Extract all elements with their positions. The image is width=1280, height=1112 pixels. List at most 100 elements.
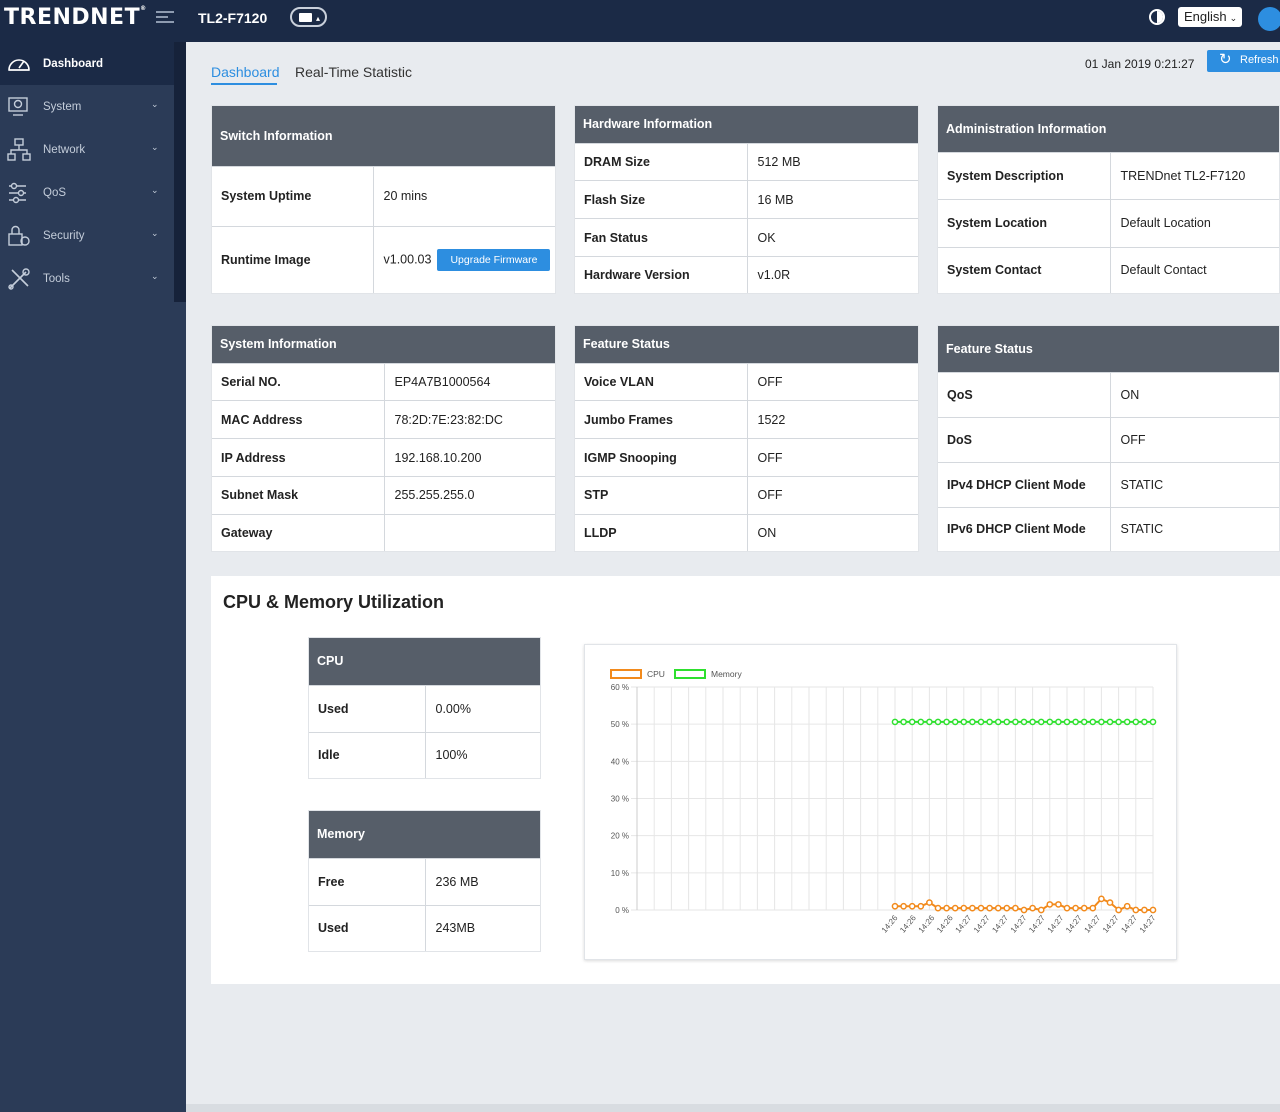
card-title: Feature Status: [575, 326, 918, 363]
hardware-row-label: DRAM Size: [575, 142, 747, 181]
data-point-memory: [969, 718, 976, 726]
tab-dashboard[interactable]: Dashboard: [211, 64, 280, 85]
utilization-section: CPU & Memory Utilization CPU Used 0.00% I…: [211, 576, 1280, 984]
data-point-cpu: [1072, 904, 1079, 912]
data-point-memory: [926, 718, 933, 726]
logo-text: TRENDNET: [4, 5, 141, 30]
feature-row-label: QoS: [938, 371, 1110, 418]
data-point-memory: [1046, 718, 1054, 726]
sidebar-scrollbar[interactable]: [174, 42, 186, 302]
data-point-memory: [1106, 718, 1114, 726]
hardware-row-label: Flash Size: [575, 180, 747, 219]
feature-row-label: IGMP Snooping: [575, 438, 747, 477]
feature-row-value: STATIC: [1109, 461, 1279, 508]
y-tick-label: 10 %: [611, 869, 629, 878]
y-tick-label: 60 %: [611, 683, 629, 692]
switch-information-card: Switch Information System Uptime 20 mins …: [211, 105, 556, 294]
sidebar-item-qos[interactable]: QoS ⌄: [0, 171, 174, 214]
card-title: System Information: [212, 326, 555, 363]
admin-row-value: Default Contact: [1109, 246, 1279, 293]
cpu-row-value: 0.00%: [424, 684, 540, 733]
data-point-memory: [1089, 718, 1097, 726]
upgrade-firmware-button[interactable]: Upgrade Firmware: [437, 248, 551, 271]
briefcase-icon: [299, 13, 312, 22]
data-point-cpu: [908, 902, 916, 910]
device-dropdown-button[interactable]: ▴: [290, 7, 327, 27]
system-row-label: IP Address: [212, 438, 384, 477]
x-tick-label: 14:26: [898, 913, 918, 935]
dashboard-gauge-icon: [8, 59, 30, 71]
x-tick-label: 14:27: [1027, 913, 1047, 935]
feature-row-value: ON: [1109, 371, 1279, 418]
sidebar-item-label: QoS: [43, 187, 67, 199]
sidebar-item-network[interactable]: Network ⌄: [0, 128, 174, 171]
memory-row-label: Free: [309, 857, 425, 906]
x-tick-label: 14:26: [917, 913, 937, 935]
hardware-row-value: 512 MB: [746, 142, 918, 181]
data-point-cpu: [926, 899, 933, 906]
card-title: Memory: [309, 811, 540, 858]
memory-row-label: Used: [309, 904, 425, 951]
y-tick-label: 50 %: [611, 720, 629, 729]
memory-row-value: 236 MB: [424, 857, 540, 906]
sidebar-item-dashboard[interactable]: Dashboard: [0, 42, 174, 85]
sidebar-item-system[interactable]: System ⌄: [0, 85, 174, 128]
data-point-memory: [908, 718, 916, 726]
data-point-memory: [1029, 718, 1036, 726]
admin-row-value: Default Location: [1109, 199, 1279, 248]
data-point-memory: [960, 718, 968, 726]
data-point-memory: [900, 718, 907, 726]
data-point-cpu: [1020, 906, 1028, 914]
data-point-memory: [1098, 718, 1105, 726]
data-point-cpu: [1141, 906, 1148, 914]
tab-realtime-statistic[interactable]: Real-Time Statistic: [295, 64, 412, 80]
main-content: Dashboard Real-Time Statistic 01 Jan 201…: [186, 42, 1280, 1112]
language-value: English: [1184, 9, 1227, 24]
data-point-memory: [1003, 718, 1011, 726]
user-avatar[interactable]: [1258, 7, 1280, 31]
sidebar-item-label: System: [43, 101, 82, 113]
legend-label: Memory: [711, 669, 742, 679]
y-tick-label: 40 %: [611, 757, 629, 766]
data-point-cpu: [994, 904, 1002, 912]
sidebar-item-label: Security: [43, 230, 85, 242]
feature-row-label: IPv4 DHCP Client Mode: [938, 461, 1110, 508]
data-point-memory: [934, 718, 942, 726]
hardware-row-label: Fan Status: [575, 218, 747, 257]
trendnet-logo[interactable]: TRENDNET®: [4, 5, 147, 30]
data-point-memory: [1080, 718, 1088, 726]
x-tick-label: 14:27: [1064, 913, 1084, 935]
legend-label: CPU: [647, 669, 665, 679]
data-point-cpu: [1098, 895, 1105, 903]
y-tick-label: 30 %: [611, 795, 629, 804]
system-row-value: EP4A7B1000564: [383, 362, 555, 401]
chevron-down-icon: ⌄: [151, 142, 159, 152]
refresh-button[interactable]: ↻ Refresh: [1207, 50, 1280, 72]
data-point-memory: [1020, 718, 1028, 726]
menu-toggle-icon[interactable]: [156, 11, 174, 25]
data-point-memory: [1072, 718, 1079, 726]
data-point-cpu: [900, 902, 907, 910]
current-datetime: 01 Jan 2019 0:21:27: [1085, 57, 1195, 71]
data-point-cpu: [1063, 904, 1071, 912]
refresh-icon: ↻: [1219, 51, 1232, 68]
sidebar-item-tools[interactable]: Tools ⌄: [0, 257, 174, 300]
x-tick-label: 14:27: [1082, 913, 1102, 935]
uptime-label: System Uptime: [212, 165, 373, 226]
feature-row-label: IPv6 DHCP Client Mode: [938, 506, 1110, 551]
security-lock-icon: [8, 225, 30, 246]
administration-information-card: Administration Information System Descri…: [937, 105, 1280, 294]
chevron-down-icon: ⌄: [151, 99, 159, 109]
feature-row-label: Voice VLAN: [575, 362, 747, 401]
runtime-image-label: Runtime Image: [212, 225, 373, 293]
data-point-memory: [1012, 718, 1019, 726]
contrast-toggle-icon[interactable]: [1149, 9, 1165, 25]
data-point-cpu: [960, 904, 968, 912]
memory-row-value: 243MB: [424, 904, 540, 951]
sidebar-item-security[interactable]: Security ⌄: [0, 214, 174, 257]
y-tick-label: 0 %: [615, 906, 629, 915]
feature-row-label: STP: [575, 476, 747, 515]
language-select[interactable]: English ⌄: [1178, 7, 1242, 27]
feature-row-value: OFF: [746, 476, 918, 515]
chevron-down-icon: ⌄: [151, 185, 159, 195]
